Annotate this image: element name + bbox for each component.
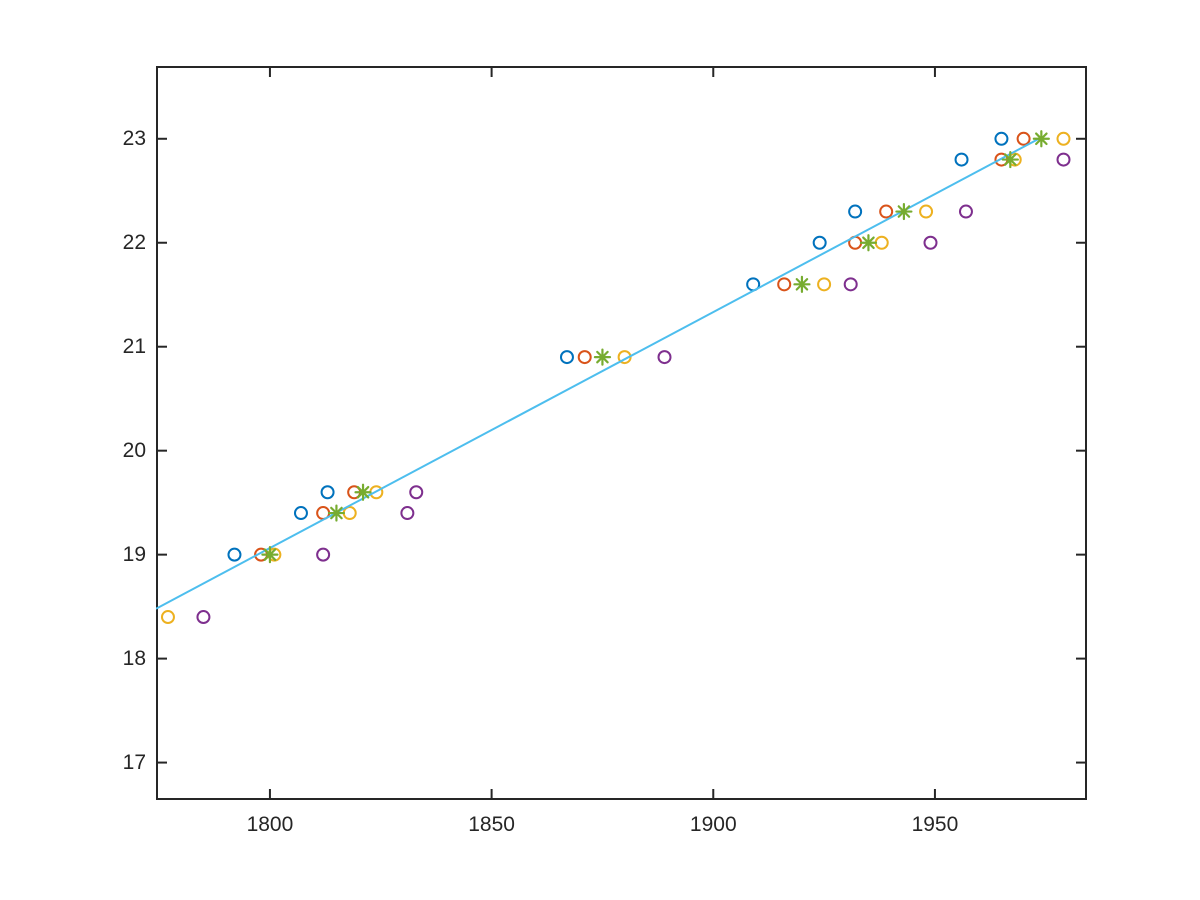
orange-circles-point [879,204,894,219]
purple-circles-point [958,204,973,219]
y-tick-label: 17 [122,750,146,774]
green-asterisks-point [1032,130,1050,148]
asterisk-arm [330,506,343,520]
orange-circles-point [1016,131,1031,146]
orange-circles-point [777,277,792,292]
asterisk-arm [897,205,911,218]
trend-line [156,135,1044,610]
green-asterisks-point [593,348,612,366]
blue-circles-point [994,131,1009,146]
blue-circles-point [848,204,863,219]
yellow-circles-point [1056,131,1071,146]
purple-circles-point [196,610,211,625]
green-asterisks-point [793,275,811,293]
orange-circles-point [577,350,592,365]
y-tick-label: 19 [122,542,146,566]
y-tick-label: 23 [122,126,146,150]
x-tick-label: 1950 [911,813,959,836]
blue-circles-point [227,547,242,562]
purple-circles-point [409,485,424,500]
asterisk-arm [356,485,370,499]
x-tick-label: 1850 [468,813,515,836]
yellow-circles-point [817,277,832,292]
green-asterisks-point [327,504,346,522]
yellow-circles-point [160,610,175,625]
purple-circles-point [923,235,938,250]
y-tick-label: 20 [122,438,146,462]
plot-svg [156,66,1087,800]
green-asterisks-point [354,483,372,501]
blue-circles-point [320,485,335,500]
asterisk-arm [795,278,809,291]
asterisk-arm [1035,132,1048,146]
purple-circles-point [316,547,331,562]
y-tick-label: 18 [122,646,146,670]
purple-circles-point [400,506,415,521]
green-asterisks-point [895,202,913,221]
green-asterisks-point [261,546,279,564]
blue-circles-point [812,235,827,250]
asterisk-arm [1004,153,1017,166]
blue-circles-point [954,152,969,167]
purple-circles-point [657,350,672,365]
x-tick-label: 1900 [689,813,737,836]
purple-circles-point [843,277,858,292]
asterisk-arm [596,350,609,364]
x-tick-label: 1800 [246,813,294,836]
green-asterisks-point [1001,150,1019,169]
green-asterisks-point [859,234,878,252]
y-tick-label: 21 [122,334,146,358]
plot-box [156,66,1087,800]
blue-circles-point [559,350,574,365]
blue-circles-point [293,506,308,521]
y-tick-label: 22 [122,230,146,254]
asterisk-arm [263,548,277,561]
plot-area [156,66,1087,800]
yellow-circles-point [919,204,934,219]
purple-circles-point [1056,152,1071,167]
asterisk-arm [862,236,875,250]
yellow-circles-point [874,235,889,250]
